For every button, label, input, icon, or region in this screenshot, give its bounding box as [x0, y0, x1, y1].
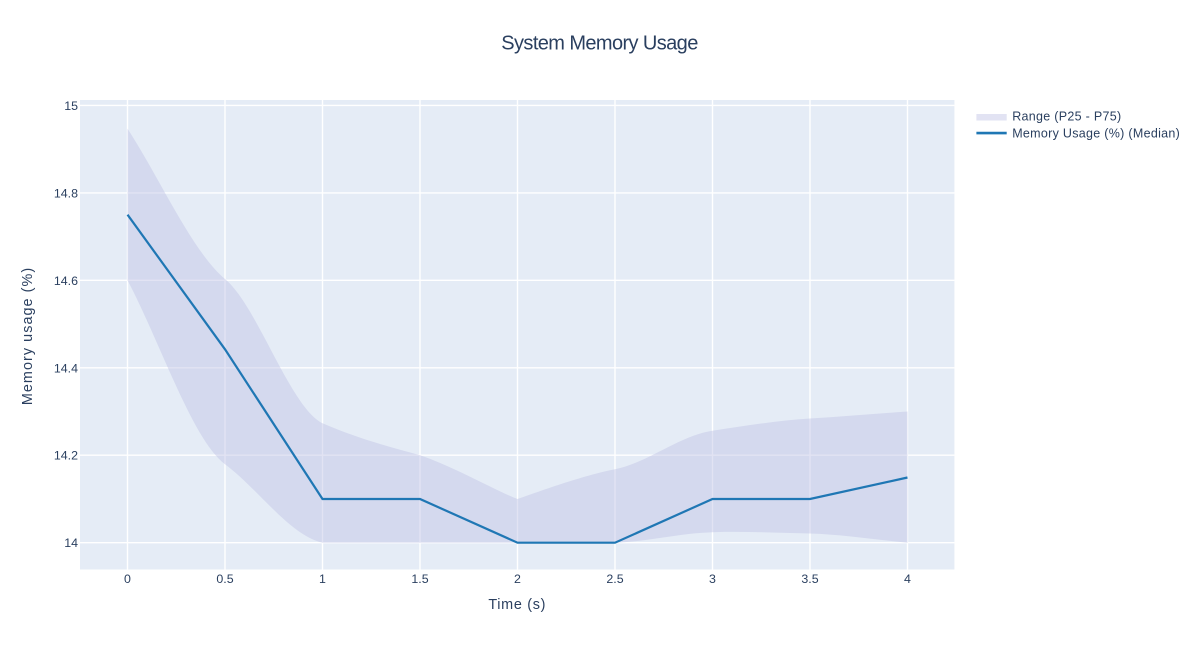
svg-text:Memory usage (%): Memory usage (%) [20, 267, 36, 405]
svg-text:Range (P25 - P75): Range (P25 - P75) [1012, 109, 1121, 123]
svg-text:1.5: 1.5 [411, 572, 428, 586]
svg-text:14: 14 [64, 536, 78, 550]
svg-text:0.5: 0.5 [216, 572, 233, 586]
svg-text:2.5: 2.5 [606, 572, 623, 586]
svg-text:14.4: 14.4 [54, 361, 78, 375]
svg-text:3: 3 [709, 572, 716, 586]
svg-text:14.8: 14.8 [54, 186, 78, 200]
svg-text:0: 0 [124, 572, 131, 586]
svg-text:15: 15 [64, 99, 78, 113]
svg-text:4: 4 [904, 572, 911, 586]
svg-text:Memory Usage (%) (Median): Memory Usage (%) (Median) [1012, 127, 1180, 141]
svg-text:1: 1 [319, 572, 326, 586]
svg-text:14.2: 14.2 [54, 449, 78, 463]
svg-text:2: 2 [514, 572, 521, 586]
svg-text:Time (s): Time (s) [488, 597, 546, 613]
svg-text:System Memory Usage: System Memory Usage [501, 32, 698, 54]
svg-text:3.5: 3.5 [801, 572, 818, 586]
svg-text:14.6: 14.6 [54, 274, 78, 288]
